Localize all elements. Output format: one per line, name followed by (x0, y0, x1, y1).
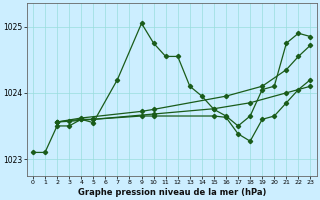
X-axis label: Graphe pression niveau de la mer (hPa): Graphe pression niveau de la mer (hPa) (77, 188, 266, 197)
